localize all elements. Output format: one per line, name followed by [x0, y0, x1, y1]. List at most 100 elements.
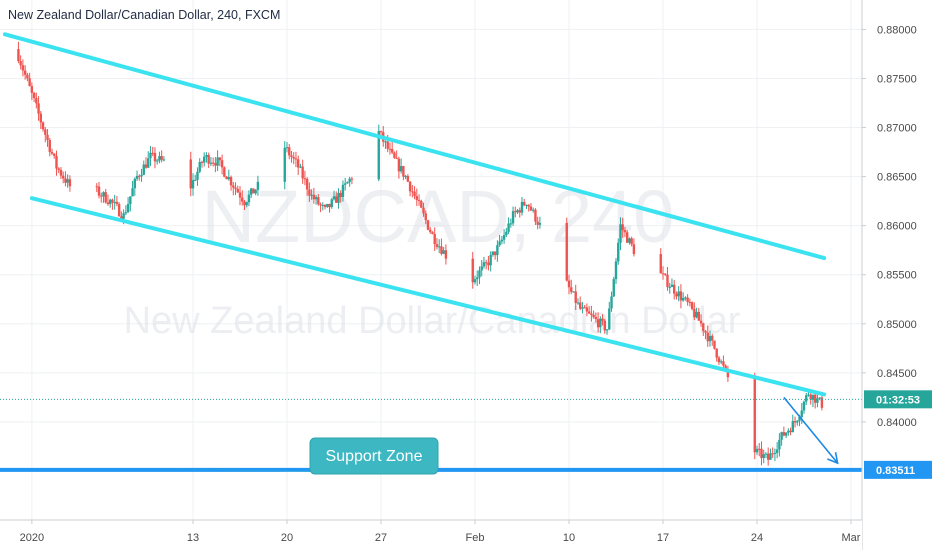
candle-body	[232, 185, 234, 187]
time-axis-background[interactable]	[0, 520, 862, 550]
candle-body	[228, 177, 230, 179]
symbol-title: New Zealand Dollar/Canadian Dollar, 240,…	[8, 8, 280, 22]
candle-body	[429, 230, 431, 232]
candle-body	[442, 250, 444, 254]
candle-body	[252, 188, 254, 193]
candle-body	[380, 131, 382, 132]
candle-body	[765, 454, 767, 455]
candle-body	[669, 287, 671, 288]
candle-body	[409, 182, 411, 192]
candle-body	[58, 168, 60, 169]
candle-body	[577, 303, 579, 304]
candle-body	[219, 157, 221, 160]
candle-body	[774, 453, 776, 454]
candle-body	[387, 141, 389, 148]
candle-body	[295, 158, 297, 159]
candle-body	[33, 93, 35, 98]
candle-body	[145, 164, 147, 167]
y-tick-label: 0.87500	[877, 73, 917, 85]
candle-body	[814, 395, 816, 403]
candle-body	[599, 319, 601, 328]
candle-body	[154, 153, 156, 161]
candle-body	[395, 158, 397, 159]
candle-body	[492, 252, 494, 255]
candle-body	[525, 205, 527, 206]
candle-body	[98, 187, 100, 196]
candle-body	[677, 291, 679, 296]
candle-body	[803, 402, 805, 411]
candle-body	[310, 195, 312, 196]
candle-body	[807, 395, 809, 396]
candle-body	[601, 319, 603, 321]
candle-body	[498, 241, 500, 245]
y-tick-label: 0.87000	[877, 123, 917, 135]
candle-body	[342, 185, 344, 197]
candle-body	[583, 307, 585, 308]
candle-body	[622, 224, 624, 230]
candle-body	[507, 223, 509, 231]
candle-body	[136, 176, 138, 179]
candle-body	[344, 183, 346, 184]
candle-body	[205, 155, 207, 157]
candle-body	[331, 199, 333, 207]
candle-body	[530, 207, 532, 211]
candle-body	[767, 454, 769, 460]
candle-body	[615, 261, 617, 279]
candle-body	[319, 204, 321, 205]
candle-body	[398, 159, 400, 172]
candle-body	[608, 308, 610, 329]
candle-body	[754, 377, 756, 452]
candle-body	[575, 291, 577, 303]
candle-body	[37, 103, 39, 113]
candle-body	[201, 162, 203, 163]
candle-body	[62, 176, 64, 179]
candle-body	[483, 262, 485, 266]
candle-body	[237, 189, 239, 193]
candle-body	[402, 166, 404, 177]
candle-body	[805, 395, 807, 401]
candle-body	[776, 449, 778, 453]
candle-body	[207, 155, 209, 164]
candle-body	[633, 244, 635, 254]
candle-body	[254, 190, 256, 194]
candle-body	[348, 179, 350, 182]
candle-body	[248, 195, 250, 203]
candle-body	[787, 431, 789, 433]
candle-body	[532, 210, 534, 211]
candle-body	[760, 449, 762, 458]
candle-body	[476, 277, 478, 279]
candle-body	[440, 246, 442, 253]
candle-body	[111, 200, 113, 203]
candle-body	[107, 202, 109, 204]
candle-body	[619, 224, 621, 242]
candle-body	[763, 454, 765, 458]
y-tick-label: 0.84000	[877, 417, 917, 429]
candle-body	[257, 182, 259, 190]
candle-body	[192, 180, 194, 188]
candle-body	[225, 177, 227, 180]
support-zone-label: Support Zone	[326, 448, 423, 465]
candle-body	[487, 263, 489, 266]
candle-body	[147, 158, 149, 168]
candle-body	[243, 202, 245, 206]
candle-body	[590, 314, 592, 315]
candle-body	[709, 336, 711, 341]
candle-body	[22, 65, 24, 70]
candle-body	[64, 178, 66, 182]
candle-body	[422, 208, 424, 214]
candle-body	[304, 178, 306, 179]
candle-body	[597, 319, 599, 327]
candle-body	[288, 147, 290, 155]
candle-body	[212, 163, 214, 164]
candle-body	[326, 204, 328, 207]
candle-body	[51, 152, 53, 154]
candle-body	[113, 202, 115, 203]
candle-body	[707, 333, 709, 342]
x-tick-label: 10	[563, 532, 575, 544]
candle-body	[628, 238, 630, 242]
candle-body	[682, 298, 684, 301]
candle-body	[49, 140, 51, 152]
candle-body	[26, 75, 28, 79]
candle-body	[102, 192, 104, 196]
